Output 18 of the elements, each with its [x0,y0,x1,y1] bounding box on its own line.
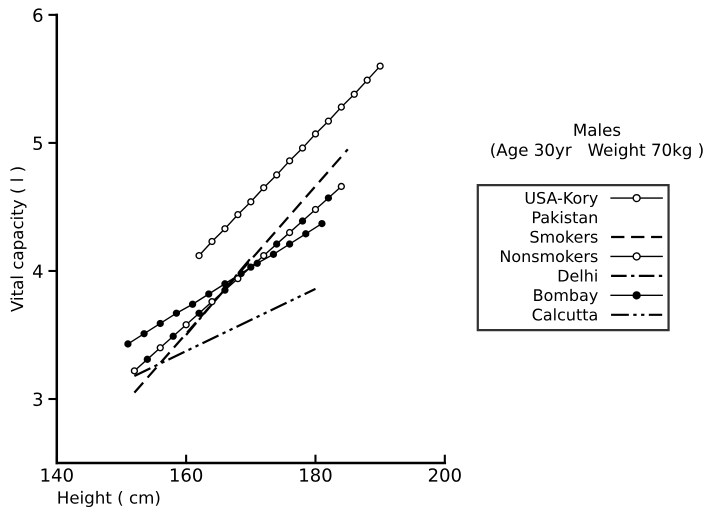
legend-label: Calcutta [532,308,597,321]
x-tick-label: 200 [428,468,461,482]
y-axis-title: Vital capacity ( l ) [10,167,27,312]
x-tick-label: 160 [170,468,202,482]
legend-label: Smokers [530,230,598,243]
x-tick-label: 180 [300,468,332,482]
x-axis-title: Height ( cm) [58,490,160,508]
text: Pakistan [532,211,597,224]
y-tick-label: 6 [33,8,42,22]
y-tick-label: 4 [32,264,43,278]
x-tick-label: 140 [42,468,73,482]
legend-title: Males (Age 30yr Weight 70kg ) [491,123,703,160]
y-tick-label: 3 [33,392,42,406]
y-tick-label: 5 [33,136,42,150]
legend-label: Delhi [558,269,597,282]
legend-label: Bombay [534,288,598,304]
legend-label: Nonsmokers [500,250,598,262]
legend-label: USA-Kory [526,192,598,208]
